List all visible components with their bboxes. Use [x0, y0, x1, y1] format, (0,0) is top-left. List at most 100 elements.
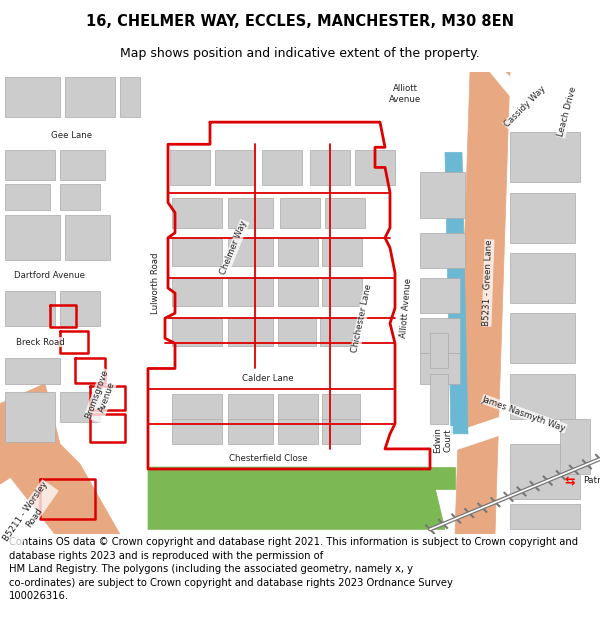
Polygon shape [280, 198, 320, 228]
Polygon shape [5, 392, 55, 442]
Text: B5211 - Worsley
Road: B5211 - Worsley Road [2, 480, 58, 549]
Polygon shape [330, 192, 380, 434]
Polygon shape [148, 467, 445, 529]
Polygon shape [510, 132, 580, 182]
Polygon shape [172, 278, 222, 306]
Polygon shape [60, 291, 100, 326]
Polygon shape [430, 467, 455, 489]
Polygon shape [5, 358, 60, 384]
Polygon shape [430, 333, 448, 369]
Polygon shape [5, 291, 55, 326]
Text: Map shows position and indicative extent of the property.: Map shows position and indicative extent… [120, 48, 480, 61]
Polygon shape [0, 444, 120, 534]
Text: Calder Lane: Calder Lane [242, 374, 294, 383]
Polygon shape [510, 192, 575, 242]
Polygon shape [435, 429, 452, 449]
Polygon shape [145, 122, 420, 144]
Polygon shape [278, 318, 316, 346]
Polygon shape [490, 72, 555, 132]
Text: B5231 - Green Lane: B5231 - Green Lane [482, 239, 494, 326]
Polygon shape [228, 198, 273, 228]
Polygon shape [510, 253, 575, 303]
Polygon shape [170, 150, 210, 186]
Text: Chelmer Way: Chelmer Way [219, 219, 249, 276]
Polygon shape [0, 268, 145, 285]
Polygon shape [278, 419, 318, 444]
Polygon shape [0, 384, 60, 484]
Text: Chesterfield Close: Chesterfield Close [229, 454, 307, 464]
Polygon shape [172, 198, 222, 228]
Text: Gee Lane: Gee Lane [52, 131, 92, 140]
Polygon shape [5, 150, 55, 181]
Polygon shape [278, 238, 318, 266]
Polygon shape [420, 353, 460, 384]
Polygon shape [325, 198, 365, 228]
Polygon shape [65, 77, 115, 117]
Polygon shape [262, 150, 302, 186]
Polygon shape [420, 232, 465, 268]
Polygon shape [60, 392, 100, 422]
Polygon shape [65, 214, 110, 260]
Polygon shape [172, 318, 222, 346]
Polygon shape [228, 278, 273, 306]
Text: Alliott
Avenue: Alliott Avenue [389, 84, 421, 104]
Polygon shape [420, 173, 465, 218]
Polygon shape [510, 374, 575, 419]
Polygon shape [322, 238, 362, 266]
Text: Chichester Lane: Chichester Lane [350, 283, 374, 353]
Polygon shape [90, 333, 130, 454]
Polygon shape [510, 504, 580, 529]
Polygon shape [145, 449, 430, 469]
Text: Breck Road: Breck Road [16, 338, 64, 347]
Polygon shape [5, 214, 60, 260]
Polygon shape [145, 72, 168, 494]
Polygon shape [0, 333, 90, 351]
Polygon shape [322, 394, 360, 422]
Text: 16, CHELMER WAY, ECCLES, MANCHESTER, M30 8EN: 16, CHELMER WAY, ECCLES, MANCHESTER, M30… [86, 14, 514, 29]
Polygon shape [420, 318, 460, 353]
Text: Edwin
Court: Edwin Court [433, 427, 453, 452]
Polygon shape [445, 152, 468, 434]
Polygon shape [228, 394, 273, 422]
Text: Patricroft: Patricroft [583, 476, 600, 484]
Text: Bromsgrove
Avenue: Bromsgrove Avenue [84, 368, 120, 423]
Polygon shape [172, 419, 222, 444]
Polygon shape [215, 150, 255, 186]
Polygon shape [510, 444, 580, 499]
Text: Contains OS data © Crown copyright and database right 2021. This information is : Contains OS data © Crown copyright and d… [9, 537, 578, 601]
Polygon shape [5, 184, 50, 209]
Polygon shape [560, 419, 590, 474]
Polygon shape [420, 278, 460, 313]
Polygon shape [320, 318, 358, 346]
Text: Cassidy Way: Cassidy Way [503, 84, 547, 129]
Polygon shape [228, 419, 273, 444]
Polygon shape [255, 273, 285, 494]
Polygon shape [390, 173, 420, 444]
Polygon shape [145, 369, 395, 389]
Polygon shape [60, 150, 105, 181]
Polygon shape [60, 184, 100, 209]
Text: Leach Drive: Leach Drive [556, 86, 578, 138]
Polygon shape [355, 150, 395, 186]
Polygon shape [322, 419, 360, 444]
Polygon shape [120, 77, 140, 117]
Text: Lulworth Road: Lulworth Road [151, 253, 161, 314]
Polygon shape [278, 278, 318, 306]
Polygon shape [228, 318, 273, 346]
Polygon shape [172, 394, 222, 422]
Text: ⇆: ⇆ [565, 476, 575, 489]
Text: James Nasmyth Way: James Nasmyth Way [481, 394, 567, 433]
Polygon shape [228, 238, 273, 266]
Text: Alliott Avenue: Alliott Avenue [399, 278, 413, 338]
Polygon shape [510, 313, 575, 364]
Polygon shape [278, 394, 318, 422]
Polygon shape [310, 150, 350, 186]
Polygon shape [550, 72, 575, 152]
Polygon shape [5, 77, 60, 117]
Polygon shape [172, 238, 222, 266]
Polygon shape [430, 374, 448, 424]
Polygon shape [455, 72, 510, 534]
Polygon shape [450, 384, 600, 452]
Text: Dartford Avenue: Dartford Avenue [14, 271, 86, 281]
Polygon shape [220, 122, 270, 273]
